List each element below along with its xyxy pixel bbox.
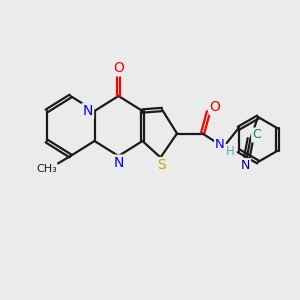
Text: O: O	[113, 61, 124, 75]
Text: S: S	[158, 158, 166, 172]
Text: N: N	[113, 156, 124, 170]
Text: CH₃: CH₃	[36, 164, 57, 174]
Text: N: N	[215, 137, 225, 151]
Text: N: N	[241, 159, 250, 172]
Text: N: N	[83, 104, 93, 118]
Text: C: C	[252, 128, 261, 142]
Text: O: O	[210, 100, 220, 114]
Text: H: H	[226, 145, 235, 158]
